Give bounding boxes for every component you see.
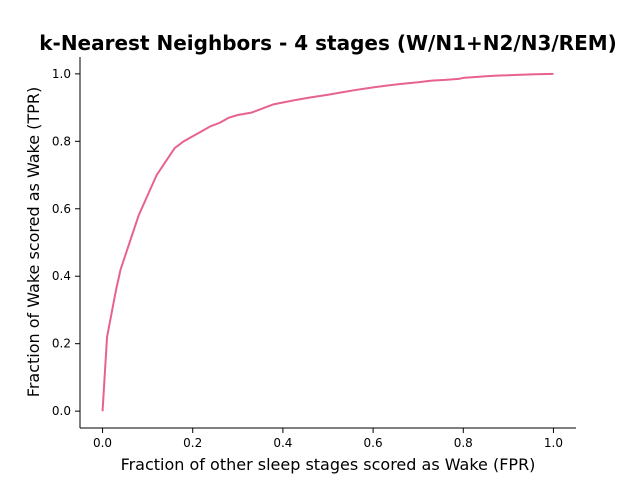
x-tick-label: 0.8 (454, 436, 473, 450)
y-ticks: 0.0 0.2 0.4 0.6 0.8 1.0 (52, 67, 80, 418)
plot-area: 0.0 0.2 0.4 0.6 0.8 1.0 0.0 0.2 0.4 0.6 0.8 1.0 (52, 57, 576, 450)
y-tick-label: 0.0 (52, 404, 71, 418)
x-tick-label: 0.4 (273, 436, 292, 450)
x-tick-label: 1.0 (544, 436, 563, 450)
roc-curve-line (101, 72, 554, 412)
y-tick-label: 0.8 (52, 134, 71, 148)
y-tick-label: 1.0 (52, 67, 71, 81)
x-tick-label: 0.2 (183, 436, 202, 450)
chart-title: k-Nearest Neighbors - 4 stages (W/N1+N2/… (39, 31, 617, 55)
x-axis-label: Fraction of other sleep stages scored as… (121, 455, 536, 474)
y-tick-label: 0.4 (52, 269, 71, 283)
y-tick-label: 0.2 (52, 337, 71, 351)
y-tick-label: 0.6 (52, 202, 71, 216)
x-tick-label: 0.6 (364, 436, 383, 450)
x-tick-label: 0.0 (93, 436, 112, 450)
y-axis-label: Fraction of Wake scored as Wake (TPR) (24, 87, 43, 397)
x-ticks: 0.0 0.2 0.4 0.6 0.8 1.0 (93, 428, 563, 450)
